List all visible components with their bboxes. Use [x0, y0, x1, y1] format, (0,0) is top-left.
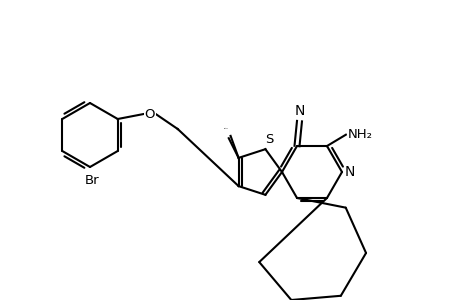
Text: O: O	[144, 107, 155, 121]
Text: NH₂: NH₂	[347, 128, 371, 141]
Text: S: S	[265, 133, 273, 146]
Text: methyl: methyl	[228, 128, 233, 129]
Text: methyl: methyl	[224, 129, 229, 130]
Text: Br: Br	[84, 173, 99, 187]
Text: N: N	[344, 165, 354, 179]
Text: methyl: methyl	[224, 128, 229, 129]
Text: N: N	[294, 104, 304, 118]
